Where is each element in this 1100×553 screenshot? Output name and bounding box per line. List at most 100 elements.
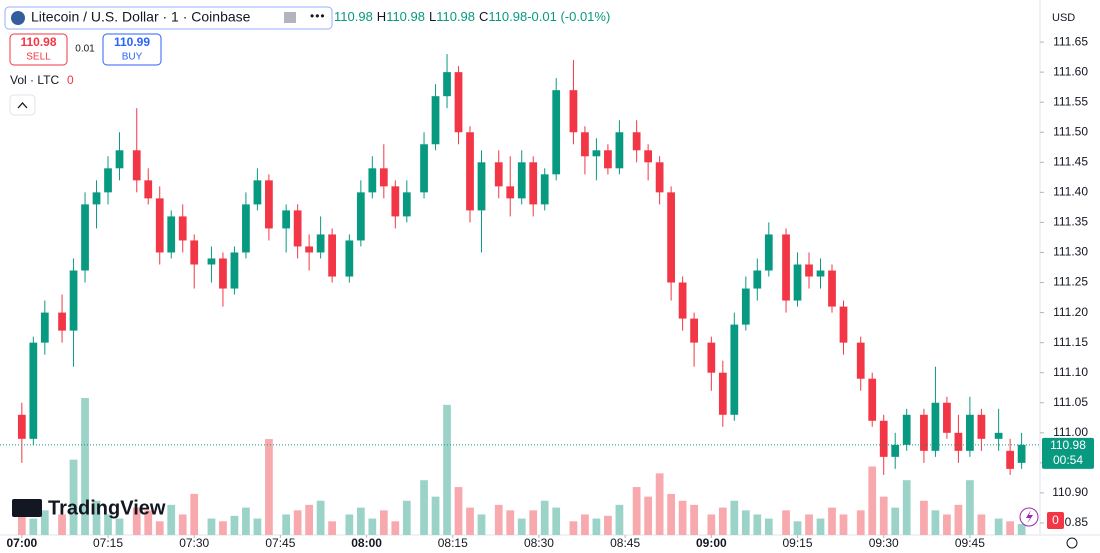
candle-body [954, 432, 963, 451]
readout-value: 110.98 [488, 9, 527, 24]
last-price-label: 110.98 [1050, 438, 1086, 452]
readout-value: 110.98 [386, 9, 425, 24]
flag-icon [284, 12, 296, 23]
volume-bar [305, 504, 314, 535]
candle-body [517, 162, 526, 199]
volume-bar [931, 510, 940, 535]
candle-body [466, 132, 474, 211]
candle-body [92, 192, 101, 205]
volume-bar [529, 510, 538, 535]
volume-bar [816, 518, 825, 535]
currency[interactable]: USD [1052, 12, 1075, 24]
volume-bar [891, 507, 900, 535]
buy-button[interactable] [102, 33, 162, 66]
y-tick-label: 111.05 [1053, 395, 1088, 409]
overlay: Litecoin / U.S. Dollar · 1 · Coinbase ••… [4, 6, 1094, 549]
candle-body [207, 258, 216, 265]
y-tick-label: 111.55 [1053, 94, 1088, 108]
volume-bar [954, 504, 963, 535]
candle-body [977, 414, 986, 439]
last-price-box [1042, 437, 1094, 469]
candle-body [265, 180, 273, 229]
y-tick-label: 111.10 [1053, 365, 1088, 379]
candle-body [454, 72, 463, 133]
volume-bar [764, 518, 773, 535]
readout-value: 110.98 [334, 9, 373, 24]
volume-bar [293, 510, 302, 535]
candle-body [805, 264, 813, 277]
candle-body [219, 258, 227, 289]
candle-body [730, 324, 739, 415]
collapse-icon [17, 102, 28, 109]
candle-body [345, 240, 354, 277]
candle-body [40, 312, 49, 343]
volume-bar [356, 507, 365, 535]
candle-body [816, 270, 825, 277]
candle-body [391, 186, 400, 217]
y-tick-label: 111.60 [1053, 64, 1088, 78]
volume-bar [69, 459, 78, 535]
candle-body [529, 162, 538, 205]
volume-bar [856, 510, 865, 535]
volume-bar [178, 514, 187, 535]
volume-bar [81, 398, 89, 535]
volume-bar [966, 480, 974, 535]
y-tick-label: 111.65 [1053, 34, 1088, 48]
candle-body [1006, 450, 1014, 469]
volume-bar [805, 514, 813, 535]
spread: 0.01 [75, 44, 95, 55]
candle-body [782, 234, 790, 301]
readout-value: 110.98 [436, 9, 475, 24]
candle-body [891, 444, 900, 457]
candle-body [753, 270, 762, 289]
volume-bar [718, 507, 727, 535]
candle-body [707, 342, 716, 373]
symbol-box[interactable] [4, 6, 333, 30]
y-tick-label: 111.45 [1053, 154, 1088, 168]
sell-button[interactable] [9, 33, 68, 66]
volume-bar [592, 518, 601, 535]
volume-last-box [1047, 512, 1064, 529]
volume-bar [454, 487, 463, 535]
volume-bar [391, 521, 400, 535]
volume-bar [155, 521, 164, 535]
settings-icon[interactable] [1066, 537, 1078, 549]
lightning-icon [1026, 510, 1033, 524]
candle-body [328, 234, 336, 277]
candle-body [155, 198, 164, 253]
plot-area: 110.85110.90110.95111.00111.05111.10111.… [0, 34, 1088, 550]
volume-bar [345, 514, 354, 535]
candle-body [282, 210, 291, 229]
volume-bar [839, 514, 848, 535]
collapse-button[interactable] [9, 94, 36, 116]
volume-bar [494, 504, 503, 535]
candle-body [81, 204, 89, 271]
volume-bar [477, 514, 486, 535]
volume-bar [132, 507, 141, 535]
volume-bar [707, 514, 716, 535]
candle-body [494, 162, 503, 187]
candle-body [632, 132, 641, 151]
more-icon[interactable]: ••• [310, 9, 326, 23]
x-tick-label: 08:30 [524, 536, 554, 550]
x-tick-label: 08:15 [438, 536, 468, 550]
volume-bar [828, 507, 836, 535]
volume-last-label: 0 [1052, 513, 1059, 527]
candle-body [420, 144, 428, 193]
candle-body [58, 312, 66, 331]
candle-body [856, 342, 865, 379]
y-tick-label: 111.35 [1053, 215, 1088, 229]
candle-body [931, 402, 940, 451]
x-tick-label: 07:45 [265, 536, 295, 550]
x-tick-label: 08:45 [610, 536, 640, 550]
candle-body [868, 378, 877, 421]
volume-bar [230, 515, 239, 535]
volume-bar [316, 500, 325, 535]
candle-body [764, 234, 773, 271]
brand-logo [12, 499, 42, 517]
volume-bar [190, 493, 199, 535]
candle-body [943, 402, 951, 433]
volume-bar [581, 514, 589, 535]
volume-bar [506, 510, 515, 535]
